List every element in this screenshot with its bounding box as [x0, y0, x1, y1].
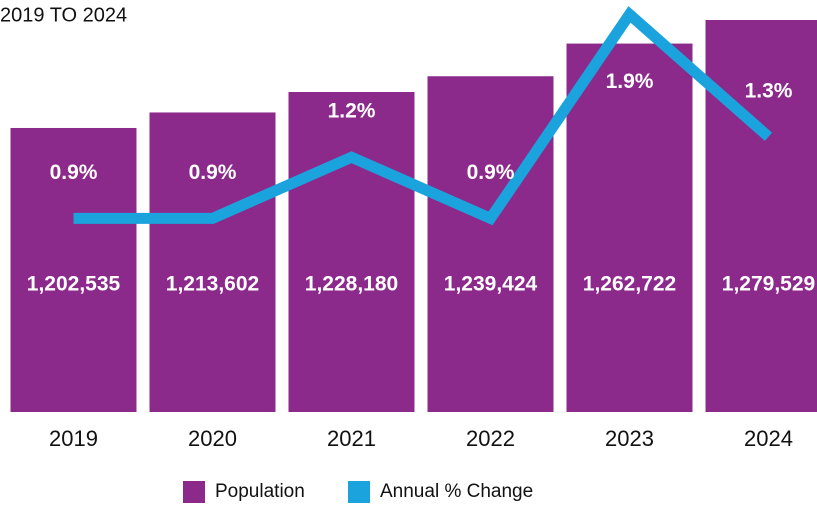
line-value-label: 0.9% [50, 161, 98, 184]
legend-swatch [183, 481, 205, 503]
bar-value-label: 1,239,424 [444, 273, 538, 296]
x-tick-label: 2019 [49, 426, 98, 451]
line [73, 6, 773, 226]
bar [10, 127, 137, 412]
bar-value-label: 1,202,535 [27, 273, 121, 296]
bar-value-label: 1,213,602 [166, 273, 259, 296]
bar [288, 92, 415, 413]
chart-title: 2019 TO 2024 [0, 4, 127, 26]
bar [427, 76, 554, 412]
line-value-label: 1.9% [606, 70, 654, 93]
x-tick-label: 2020 [188, 426, 237, 451]
bar-value-label: 1,279,529 [722, 273, 815, 296]
x-tick-label: 2023 [605, 426, 654, 451]
line-value-label: 0.9% [467, 161, 515, 184]
x-tick-label: 2022 [466, 426, 515, 451]
bar-value-label: 1,228,180 [305, 273, 398, 296]
x-tick-label: 2024 [744, 426, 793, 451]
legend-swatch [348, 481, 370, 503]
line-value-label: 1.2% [328, 100, 376, 123]
bar [149, 112, 276, 412]
x-tick-label: 2021 [327, 426, 376, 451]
legend-label: Annual % Change [380, 481, 533, 502]
line-value-label: 1.3% [745, 79, 793, 102]
bar [566, 43, 693, 413]
bar [705, 20, 817, 412]
bar-value-label: 1,262,722 [583, 273, 676, 296]
line-value-label: 0.9% [189, 161, 237, 184]
legend-label: Population [215, 481, 305, 502]
